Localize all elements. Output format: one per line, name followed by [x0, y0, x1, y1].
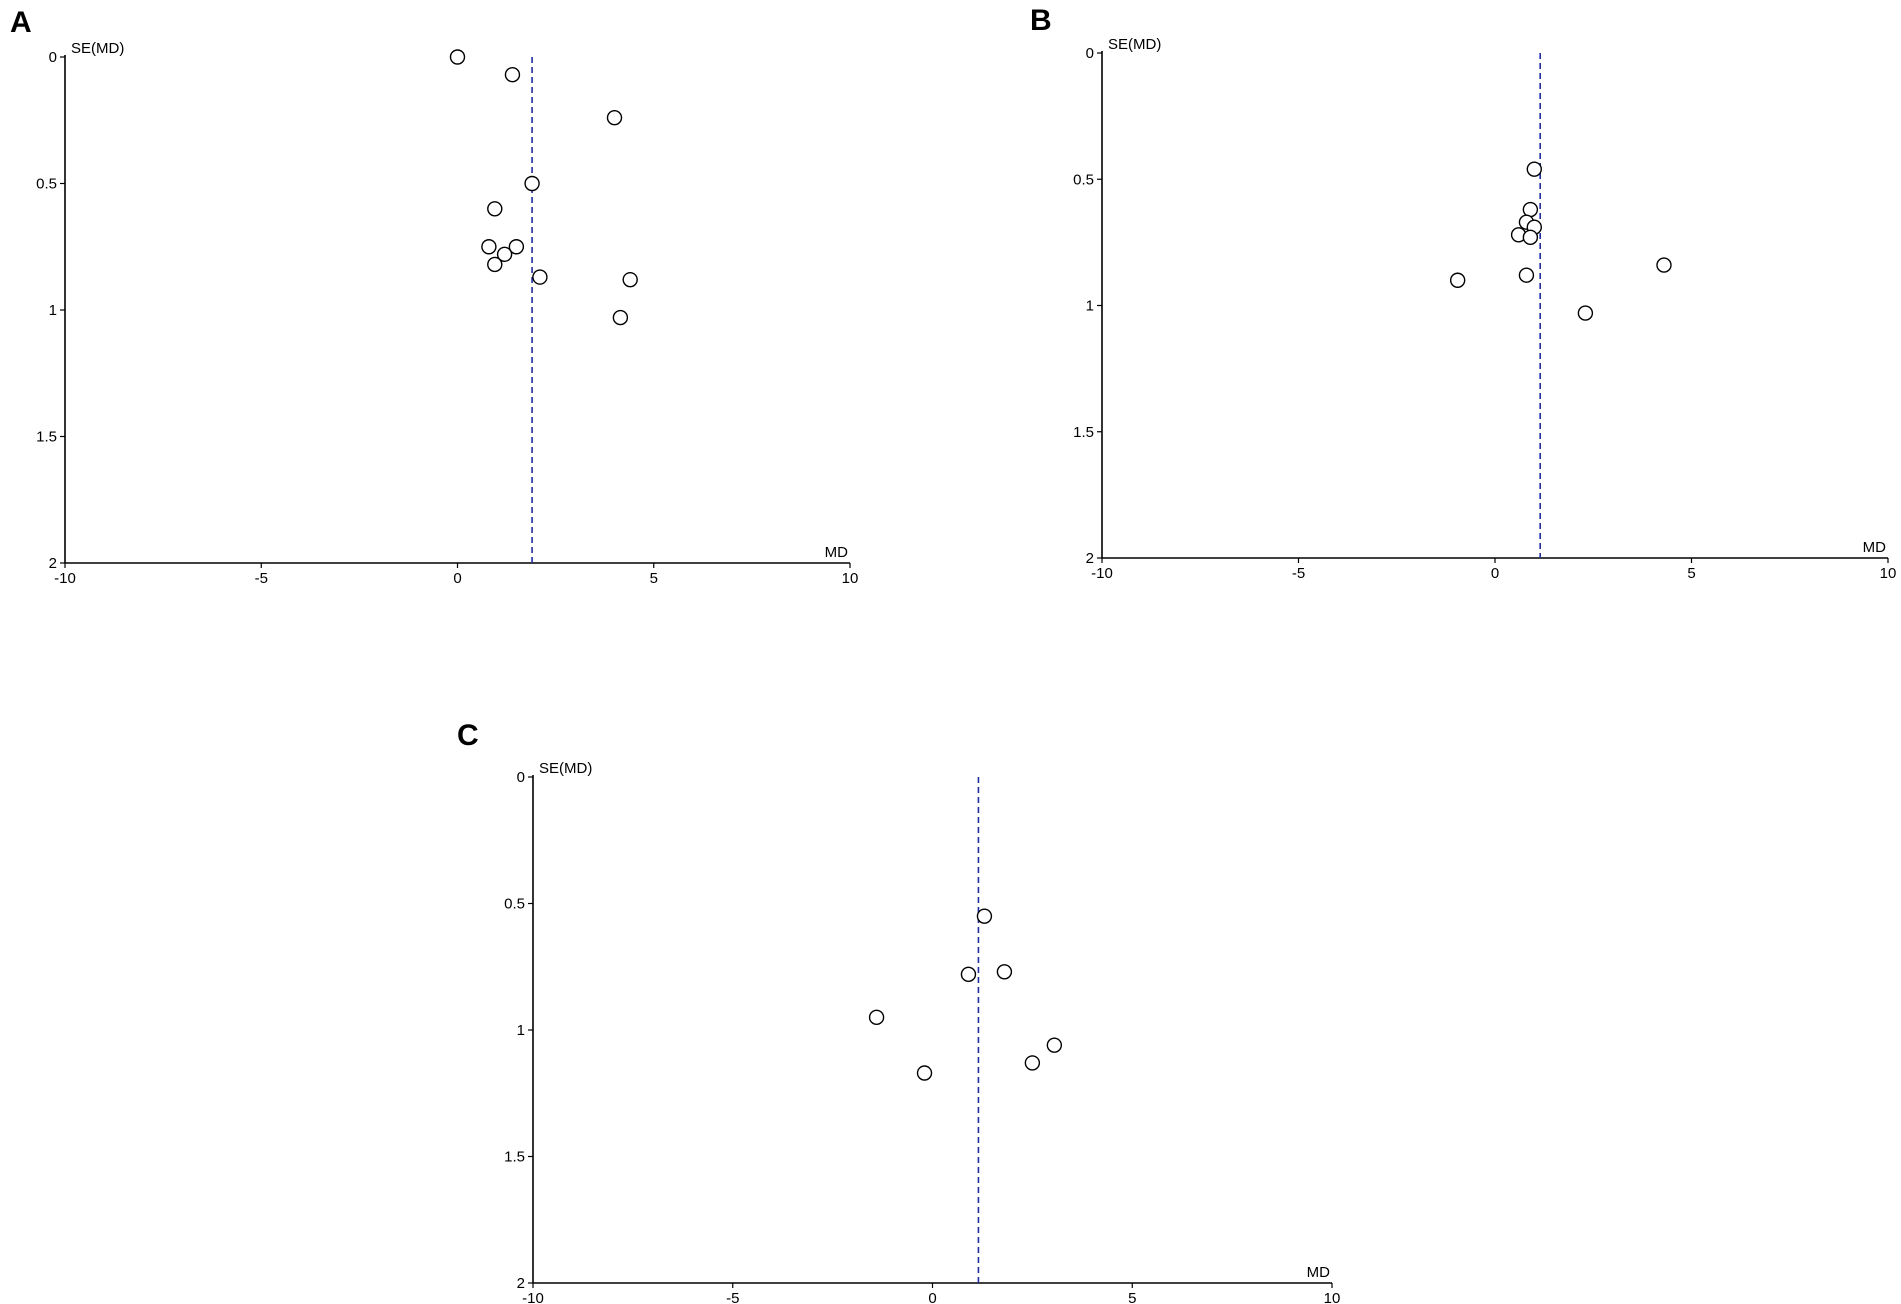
x-axis-title: MD — [1307, 1264, 1330, 1281]
study-point — [524, 175, 540, 192]
study-point — [1449, 272, 1466, 288]
study-point — [1522, 229, 1539, 246]
y-axis-title: SE(MD) — [1108, 36, 1161, 53]
study-point — [1577, 305, 1594, 321]
y-tick-label: 0.5 — [1073, 171, 1094, 188]
y-tick-label: 1 — [1086, 298, 1094, 315]
panel-b: B 0 0.5 1 1.5 2-10 -5 0 5 10 SE(MD) MD — [1030, 4, 1896, 582]
y-tick-label: 0.5 — [36, 176, 57, 193]
y-tick-label: 2 — [49, 555, 57, 572]
study-point — [612, 309, 629, 326]
y-axis-title: SE(MD) — [539, 760, 592, 777]
study-point — [1526, 161, 1543, 177]
y-tick-label: 0 — [517, 769, 525, 786]
study-point — [960, 966, 977, 983]
study-point — [496, 246, 513, 263]
y-tick-label: 1.5 — [36, 429, 57, 446]
y-tick-label: 2 — [517, 1275, 525, 1292]
study-point — [1656, 257, 1672, 273]
study-point — [1046, 1037, 1063, 1053]
x-tick-label: -10 — [522, 1290, 544, 1304]
y-tick-label: 1 — [49, 302, 57, 319]
study-point — [996, 964, 1013, 980]
study-point — [1522, 201, 1539, 218]
x-tick-label: -5 — [1292, 565, 1305, 582]
study-point — [487, 256, 503, 273]
study-point — [1024, 1055, 1041, 1071]
x-tick-label: 10 — [842, 570, 859, 587]
study-point — [508, 239, 525, 255]
study-point — [606, 110, 623, 126]
panel-label: B — [1030, 4, 1052, 37]
x-tick-label: -10 — [1091, 565, 1113, 582]
study-point — [504, 67, 521, 83]
study-point — [868, 1009, 885, 1026]
y-tick-label: 1.5 — [1073, 424, 1094, 441]
x-axis-title: MD — [825, 544, 848, 561]
x-tick-label: -5 — [255, 570, 268, 587]
x-tick-label: 0 — [928, 1290, 936, 1304]
study-point — [622, 271, 638, 288]
panel-label: C — [457, 719, 479, 752]
y-tick-label: 1 — [517, 1022, 525, 1039]
x-tick-label: 0 — [1491, 565, 1499, 582]
y-tick-label: 1.5 — [504, 1149, 525, 1166]
y-tick-label: 0 — [49, 49, 57, 66]
x-tick-label: -10 — [54, 570, 76, 587]
study-point — [481, 239, 497, 255]
study-point — [449, 49, 466, 65]
y-tick-label: 2 — [1086, 550, 1094, 567]
x-tick-label: 0 — [453, 570, 461, 587]
y-tick-label: 0.5 — [504, 896, 525, 913]
study-point — [1518, 267, 1535, 283]
x-tick-label: 5 — [650, 570, 658, 587]
study-point — [487, 201, 503, 217]
x-tick-label: 10 — [1324, 1290, 1341, 1304]
study-point — [916, 1065, 933, 1081]
x-tick-label: 5 — [1128, 1290, 1136, 1304]
y-axis-title: SE(MD) — [71, 40, 124, 57]
x-tick-label: -5 — [726, 1290, 739, 1304]
study-point — [976, 908, 993, 924]
panel-label: A — [10, 6, 32, 39]
study-point — [532, 269, 548, 285]
x-tick-label: 10 — [1880, 565, 1897, 582]
x-axis-title: MD — [1863, 539, 1886, 556]
panel-c: C 0 0.5 1 1.5 2-10 -5 0 5 10 SE(MD) MD — [457, 719, 1340, 1304]
y-tick-label: 0 — [1086, 45, 1094, 62]
x-tick-label: 5 — [1687, 565, 1695, 582]
